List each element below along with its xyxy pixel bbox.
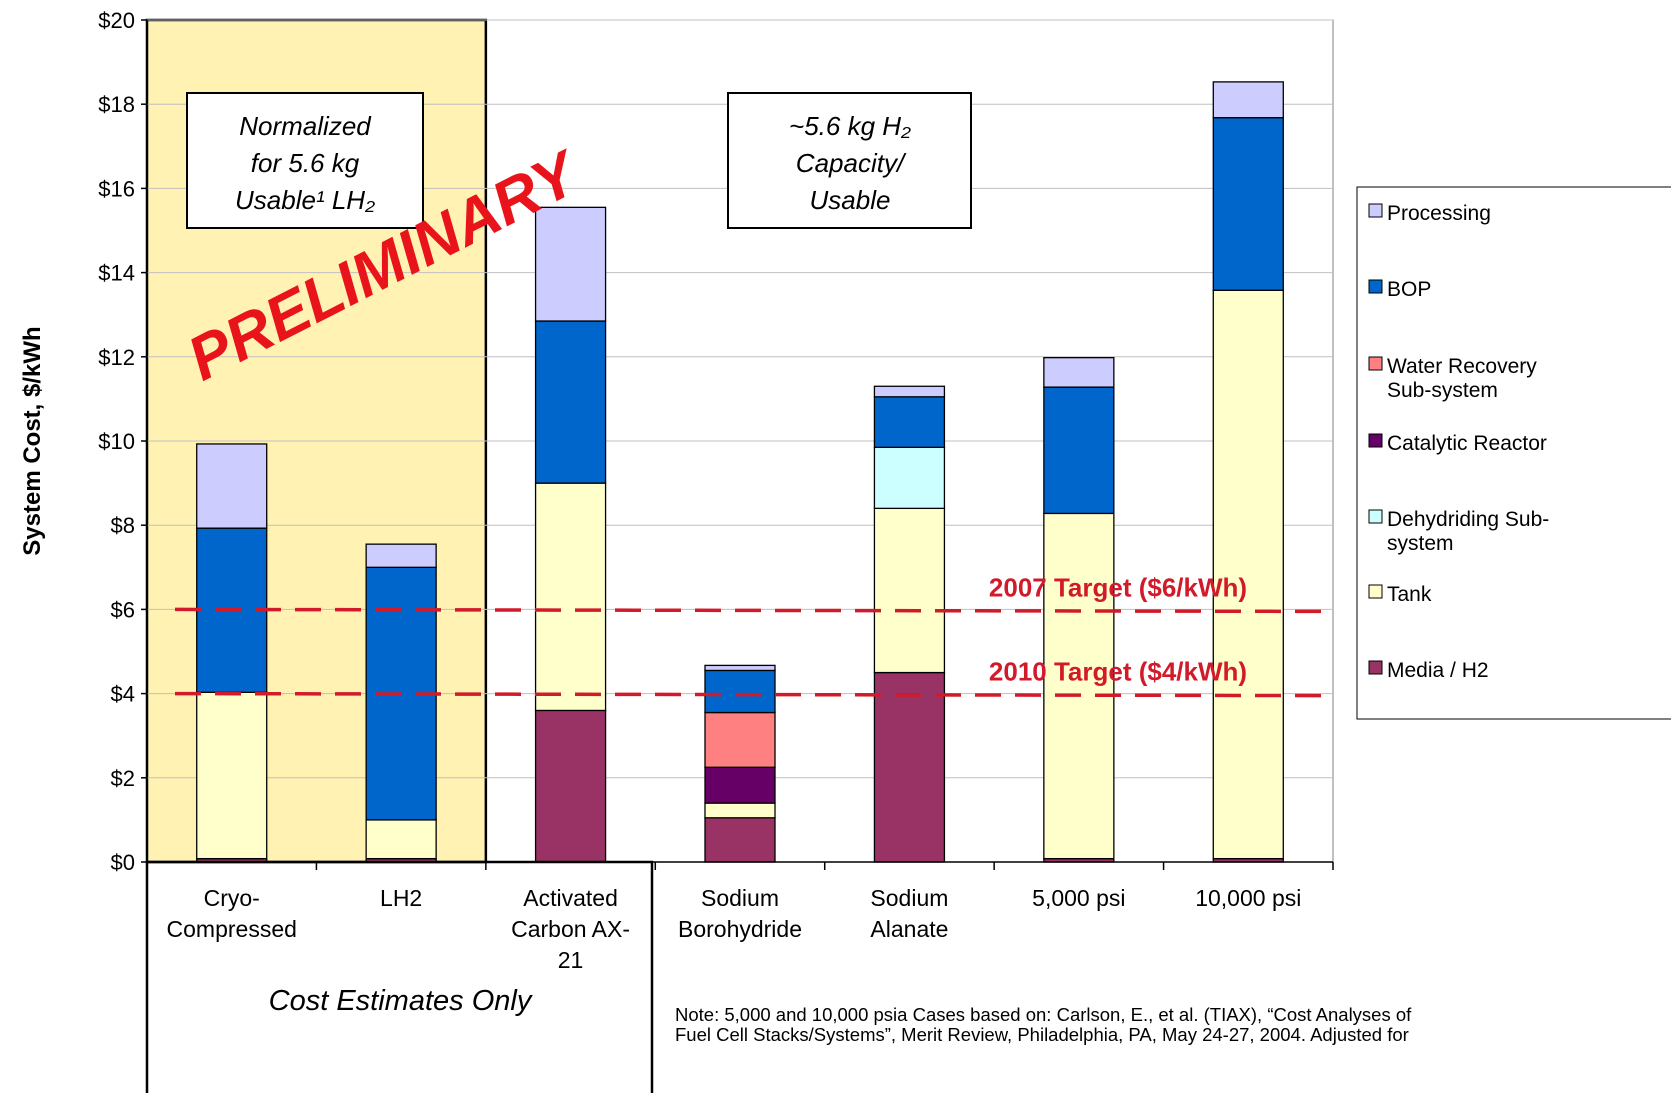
y-tick-label: $4 <box>111 682 135 707</box>
y-tick-label: $12 <box>98 345 135 370</box>
x-category-label: Sodium <box>870 885 948 911</box>
right-annotation-text: ~5.6 kg H₂ <box>789 111 911 141</box>
y-tick-label: $20 <box>98 8 135 33</box>
bar-catalytic-reactor-3 <box>704 766 776 804</box>
x-category-label: Cryo- <box>204 885 260 911</box>
footnote-text: Note: 5,000 and 10,000 psia Cases based … <box>675 1004 1412 1025</box>
bar-media-h2-3 <box>704 817 776 863</box>
bar-processing-4 <box>873 385 946 398</box>
bar-tank-6 <box>1212 289 1284 860</box>
right-annotation-text: Capacity/ <box>796 148 907 178</box>
right-annotation-text: Usable <box>810 185 891 215</box>
y-tick-label: $14 <box>98 261 135 286</box>
bar-media-h2-2 <box>534 709 607 863</box>
legend-swatch <box>1368 203 1383 218</box>
legend <box>1356 186 1671 720</box>
legend-label: Tank <box>1387 583 1432 606</box>
bar-media-h2-4 <box>873 671 946 863</box>
target-label-2007: 2007 Target ($6/kWh) <box>989 572 1247 602</box>
y-axis-label: System Cost, $/kWh <box>19 326 46 555</box>
target-line-2007 <box>174 607 1329 614</box>
bar-tank-5 <box>1043 512 1115 860</box>
bar-bop-2 <box>534 320 607 484</box>
legend-swatch <box>1368 509 1383 524</box>
bar-tank-4 <box>873 507 946 674</box>
left-annotation-text: Normalized <box>239 111 372 141</box>
legend-label: Catalytic Reactor <box>1387 432 1547 455</box>
left-annotation-text: Usable¹ LH₂ <box>235 185 375 215</box>
bar-processing-3 <box>704 664 776 672</box>
cost-estimates-box <box>145 860 654 1093</box>
legend-label: Sub-system <box>1387 379 1498 402</box>
bar-processing-0 <box>196 443 268 529</box>
legend-swatch <box>1368 279 1383 294</box>
x-category-label: 10,000 psi <box>1195 885 1301 911</box>
legend-swatch <box>1368 584 1383 599</box>
bar-tank-1 <box>365 819 437 860</box>
left-annotation-text: for 5.6 kg <box>251 148 360 178</box>
x-category-label: Carbon AX- <box>511 916 630 942</box>
x-category-label: Sodium <box>701 885 779 911</box>
y-tick-label: $2 <box>111 766 135 791</box>
x-category-label: Alanate <box>870 916 948 942</box>
y-tick-label: $6 <box>111 597 135 622</box>
x-category-label: 21 <box>558 947 584 973</box>
legend-label: Media / H2 <box>1387 659 1489 682</box>
y-tick-label: $16 <box>98 176 135 201</box>
bar-bop-5 <box>1043 386 1115 515</box>
bar-bop-4 <box>873 396 946 448</box>
legend-swatch <box>1368 660 1383 675</box>
legend-swatch <box>1368 433 1383 448</box>
x-category-label: Borohydride <box>678 916 802 942</box>
right-annotation-box <box>727 92 972 229</box>
y-tick-label: $18 <box>98 92 135 117</box>
legend-label: Dehydriding Sub- <box>1387 508 1549 531</box>
legend-label: Processing <box>1387 202 1491 225</box>
y-tick-label: $8 <box>111 513 135 538</box>
x-category-label: LH2 <box>380 885 422 911</box>
left-annotation-box <box>186 92 424 229</box>
legend-label: system <box>1387 532 1454 555</box>
bar-processing-1 <box>365 543 437 568</box>
bar-tank-0 <box>196 691 268 860</box>
bar-processing-5 <box>1043 356 1115 388</box>
legend-label: BOP <box>1387 278 1431 301</box>
legend-label: Water Recovery <box>1387 355 1537 378</box>
bar-tank-2 <box>534 482 607 712</box>
bar-processing-2 <box>534 206 607 322</box>
x-category-label: Compressed <box>167 916 297 942</box>
target-line-2010 <box>174 691 1329 698</box>
bar-bop-3 <box>704 669 776 714</box>
x-category-label: 5,000 psi <box>1032 885 1125 911</box>
bar-dehydriding-sub-system-4 <box>873 446 946 510</box>
y-tick-label: $0 <box>111 850 135 875</box>
x-category-label: Activated <box>523 885 618 911</box>
y-tick-label: $10 <box>98 429 135 454</box>
bar-bop-6 <box>1212 117 1284 291</box>
legend-swatch <box>1368 356 1383 371</box>
bar-processing-6 <box>1212 81 1284 119</box>
target-label-2010: 2010 Target ($4/kWh) <box>989 657 1247 687</box>
bar-tank-3 <box>704 802 776 819</box>
bar-water-recovery-sub-system-3 <box>704 711 776 768</box>
cost-estimates-label: Cost Estimates Only <box>269 985 533 1017</box>
footnote-text: Fuel Cell Stacks/Systems”, Merit Review,… <box>675 1024 1409 1045</box>
